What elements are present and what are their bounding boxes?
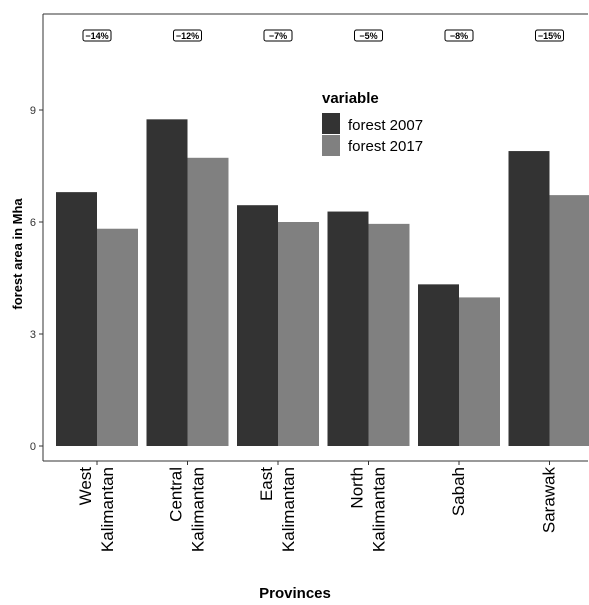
x-tick-label: Central Kalimantan (167, 467, 208, 552)
difference-badge: −15% (535, 29, 564, 42)
x-tick-label-line: East (257, 467, 276, 501)
badge-box (263, 29, 293, 42)
badge-box (82, 29, 112, 42)
legend-title: variable (322, 90, 379, 107)
x-tick-label-line: West (76, 467, 95, 506)
legend-label-forest-2017: forest 2017 (348, 138, 423, 155)
y-tick-label: 9 (30, 105, 36, 117)
x-tick-label-line: Sarawak (540, 467, 559, 534)
bar (368, 223, 410, 446)
bar (459, 297, 500, 446)
difference-badge: −5% (354, 29, 383, 42)
x-tick-label-line: Kalimantan (279, 467, 298, 552)
bar (237, 205, 278, 446)
difference-badge: −8% (444, 29, 474, 42)
bar (278, 222, 319, 446)
bar (549, 195, 589, 446)
legend-label-forest-2007: forest 2007 (348, 117, 423, 134)
difference-badge: −12% (173, 29, 202, 42)
badge-label: −7% (269, 31, 287, 41)
y-tick-label: 3 (30, 329, 36, 341)
x-tick-label-line: Kalimantan (98, 467, 117, 552)
x-tick-label: Sarawak (540, 467, 559, 534)
x-tick-label: Sabah (449, 467, 468, 516)
badge-label: −12% (176, 31, 199, 41)
bars (56, 119, 589, 447)
y-axis-title: forest area in Mha (10, 198, 25, 310)
bar (327, 211, 369, 446)
legend-swatch-forest-2017 (322, 135, 340, 156)
badge-label: −5% (359, 31, 377, 41)
x-tick-label-line: Kalimantan (370, 467, 389, 552)
badge-label: −8% (450, 31, 468, 41)
bar (146, 119, 188, 446)
y-tick-label: 0 (30, 441, 36, 453)
bar (508, 151, 550, 447)
legend-swatch-forest-2007 (322, 113, 340, 134)
x-tick-label-line: Sabah (449, 467, 468, 516)
difference-badge: −14% (82, 29, 112, 42)
x-tick-label-line: Kalimantan (189, 467, 208, 552)
badge-box (535, 29, 564, 42)
badge-label: −15% (538, 31, 561, 41)
legend: variable forest 2007 forest 2017 (322, 90, 423, 156)
badge-box (173, 29, 202, 42)
difference-badges: −14% −12% −7% −5% −8% −15% (82, 29, 564, 42)
axes: 0 3 6 9 (30, 13, 588, 465)
x-tick-label-line: Central (167, 467, 186, 522)
bar (97, 228, 138, 446)
bar (187, 157, 229, 446)
y-tick-label: 6 (30, 217, 36, 229)
bar (418, 284, 459, 446)
badge-box (444, 29, 474, 42)
x-tick-label: West Kalimantan (76, 467, 117, 552)
x-axis-title: Provinces (259, 585, 331, 602)
badge-label: −14% (85, 31, 108, 41)
badge-box (354, 29, 383, 42)
x-tick-label-line: North (348, 467, 367, 509)
x-tick-label: East Kalimantan (257, 467, 298, 552)
difference-badge: −7% (263, 29, 293, 42)
x-tick-labels: West Kalimantan Central Kalimantan East Kalim… (76, 467, 559, 553)
x-tick-label: North Kalimantan (348, 467, 389, 552)
bar (56, 192, 97, 446)
